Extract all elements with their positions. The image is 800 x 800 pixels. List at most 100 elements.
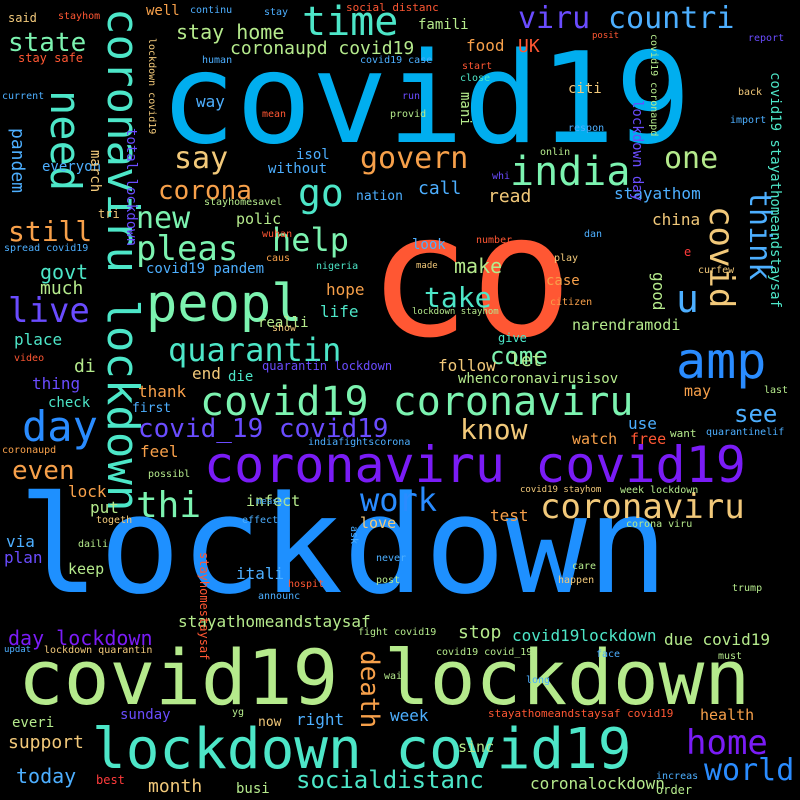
word-realli: realli [258,315,309,331]
word-lockdown-day: lockdown day [629,100,645,202]
word-time: time [302,0,399,45]
word-co: co [368,178,573,376]
word-now: now [258,715,282,730]
word-way: way [196,92,225,111]
word-lockdown-quarantin: lockdown quarantin [44,645,153,656]
word-isol: isol [296,147,330,163]
word-peopl: peopl [146,274,303,334]
word-love: love [360,514,397,532]
word-end: end [192,364,221,383]
word-announc: announc [258,591,301,602]
word-covid_19-covid19: covid_19 covid19 [138,414,389,444]
word-govern: govern [360,141,469,176]
word-nation: nation [356,189,403,204]
word-home: home [686,723,768,763]
word-polic: polic [236,210,282,228]
word-posit: posit [592,31,620,41]
word-post: post [376,575,401,586]
word-covid19-covid_19: covid19 covid_19 [436,647,533,658]
word-case: case [546,273,580,289]
word-coronalockdown: coronalockdown [530,774,665,793]
word-make: make [454,254,503,278]
word-pandem: pandem [7,128,28,194]
word-coronaviru-covid19: coronaviru covid19 [204,436,746,494]
word-made: made [416,261,438,271]
word-still: still [8,215,93,248]
word-close: close [460,73,491,84]
word-well: well [146,3,180,19]
word-coronaviru-lockdown: coronaviru lockdown [97,8,148,512]
word-caus: caus [266,253,291,264]
word-covid19lockdown: covid19lockdown [512,626,657,645]
word-everyon: everyon [42,159,102,175]
word-thi: thi [136,485,202,526]
word-week: week [390,706,429,725]
word-support: support [8,732,84,753]
word-covid19-coronaupd: covid19 coronaupd [648,34,659,137]
word-socialdistanc: socialdistanc [296,766,484,794]
word-free: free [630,430,667,448]
word-read: read [488,186,532,207]
word-lockdown-covid19-v: lockdown covid19 [146,38,157,135]
word-lockdown: lockdown [18,467,669,624]
word-nigeria: nigeria [316,261,359,272]
word-india: india [510,149,631,195]
word-month: month [148,776,203,797]
word-e: e [684,245,692,259]
word-today: today [16,764,77,788]
word-stayathomeandstaysaf-v: covid19 stayathomeandstaysaf [767,72,783,309]
word-long: long [526,675,551,686]
word-report: report [748,33,785,44]
word-uk: UK [518,36,540,57]
word-check: check [48,395,91,411]
word-lockdown-covid19: lockdown covid19 [92,717,632,782]
word-provid: provid [390,109,427,120]
word-think: think [742,190,777,281]
word-onlin: onlin [540,147,571,158]
word-u: u [676,277,699,321]
word-covid19: covid19 [160,25,692,172]
word-famili: famili [418,17,469,33]
word-spread-covid19: spread covid19 [4,243,89,254]
word-hope: hope [326,280,365,299]
word-indiafightscorona: indiafightscorona [308,437,411,448]
word-see: see [734,400,778,428]
word-need: need [41,90,90,192]
word-citi: citi [568,81,602,97]
word-human: human [202,55,233,66]
word-stop: stop [458,622,502,643]
word-plan: plan [4,548,43,567]
word-test: test [490,506,529,525]
word-mean: mean [262,109,287,120]
word-everi: everi [12,715,55,731]
word-togeth: togeth [96,515,133,526]
word-trump: trump [732,583,763,594]
word-continu: continu [190,5,233,16]
word-ask: ask [348,526,359,545]
word-last: last [764,385,789,396]
word-use: use [628,414,657,433]
word-stay-safe: stay safe [18,51,84,65]
word-care: care [572,561,597,572]
word-run: run [402,91,421,102]
word-china: china [652,210,701,229]
word-via: via [6,532,35,551]
word-help: help [272,221,350,259]
word-take: take [424,281,492,314]
word-right: right [296,710,345,729]
word-dan: dan [584,229,603,240]
word-social-distanc: social distanc [346,1,439,14]
word-quarantinelif: quarantinelif [706,427,785,438]
word-itali: itali [236,564,285,583]
word-respon: respon [568,123,605,134]
word-covid19-pandem: covid19 pandem [146,261,265,277]
word-food: food [466,36,505,55]
word-stayhom: stayhom [58,11,101,22]
word-look: look [412,237,446,253]
word-new: new [136,201,191,236]
word-mani: mani [457,92,473,126]
word-import: import [730,115,767,126]
word-curfew: curfew [698,265,735,276]
word-never: never [376,553,407,564]
